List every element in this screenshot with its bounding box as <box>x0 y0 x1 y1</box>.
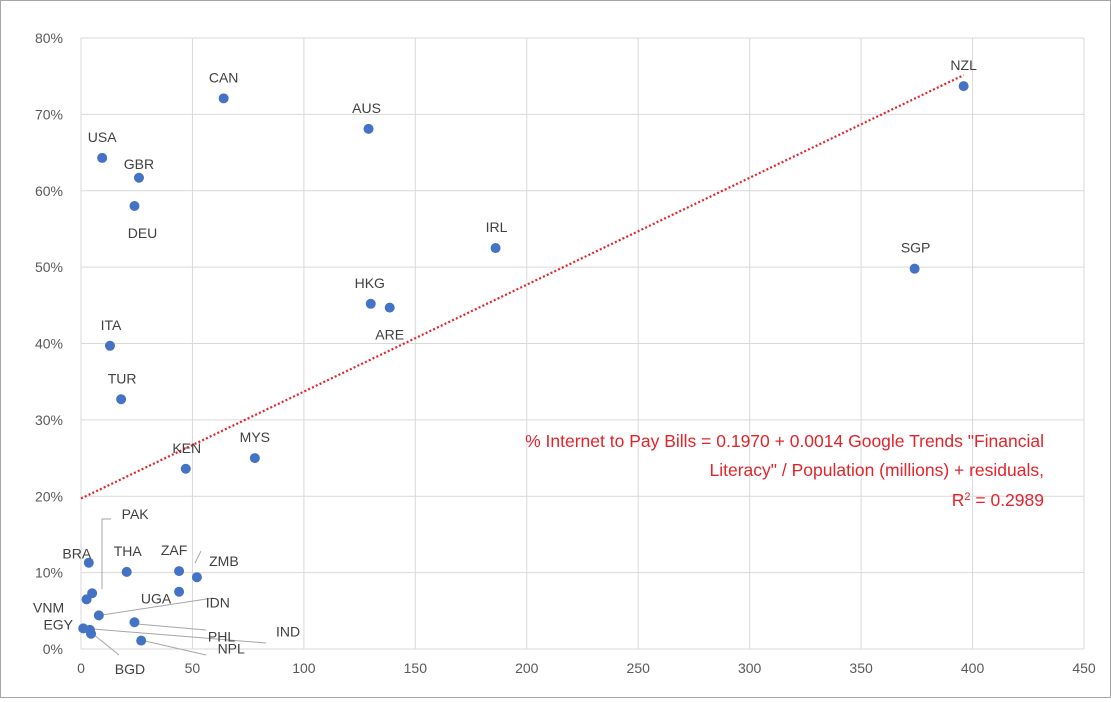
data-label-aus: AUS <box>352 100 381 116</box>
data-point-hkg <box>365 298 376 309</box>
data-label-bra: BRA <box>62 546 91 562</box>
x-tick-label: 300 <box>738 660 762 676</box>
data-point-npl <box>136 635 147 646</box>
y-axis-tick-labels: 0% 10% 20% 30% 40% 50% 60% 70% 80% <box>35 30 63 657</box>
y-tick-label: 20% <box>35 488 63 504</box>
data-points <box>78 81 969 646</box>
label-leader-lines <box>92 518 267 656</box>
data-label-ind: IND <box>276 624 300 640</box>
gridlines <box>80 37 1085 650</box>
data-label-npl: NPL <box>218 641 245 657</box>
data-label-uga: UGA <box>141 591 172 607</box>
data-point-zaf <box>174 566 185 577</box>
x-tick-label: 100 <box>292 660 316 676</box>
data-point-gbr <box>133 172 144 183</box>
y-tick-label: 80% <box>35 30 63 46</box>
x-tick-label: 50 <box>185 660 201 676</box>
data-point-tha <box>121 566 132 577</box>
data-label-nzl: NZL <box>950 57 977 73</box>
r-squared-superscript: 2 <box>964 491 970 503</box>
data-label-deu: DEU <box>128 225 158 241</box>
data-point-ken <box>180 463 191 474</box>
data-label-zaf: ZAF <box>161 542 187 558</box>
annotation-line-2: Literacy" / Population (millions) + resi… <box>710 460 1044 480</box>
y-tick-label: 30% <box>35 412 63 428</box>
data-label-usa: USA <box>88 129 117 145</box>
y-tick-label: 70% <box>35 106 63 122</box>
x-tick-label: 450 <box>1072 660 1096 676</box>
x-tick-label: 350 <box>849 660 873 676</box>
data-label-sgp: SGP <box>901 240 931 256</box>
leader-line-pak <box>101 518 111 589</box>
trendline <box>80 74 965 500</box>
x-tick-label: 200 <box>515 660 539 676</box>
data-point-vnm <box>81 594 92 605</box>
data-point-tur <box>116 394 127 405</box>
data-point-deu <box>129 201 140 212</box>
data-label-irl: IRL <box>486 219 508 235</box>
data-point-are <box>384 302 395 313</box>
data-label-tha: THA <box>114 543 143 559</box>
data-label-gbr: GBR <box>124 156 154 172</box>
data-point-uga <box>174 586 185 597</box>
data-point-bra <box>83 557 94 568</box>
data-label-bgd: BGD <box>115 661 145 677</box>
regression-annotation: % Internet to Pay Bills = 0.1970 + 0.001… <box>525 431 1044 510</box>
x-tick-label: 0 <box>77 660 85 676</box>
leader-line-idn <box>101 597 214 616</box>
data-point-irl <box>490 243 501 254</box>
data-point-phl <box>129 617 140 628</box>
y-tick-label: 0% <box>43 641 63 657</box>
data-label-ken: KEN <box>172 440 201 456</box>
x-axis-tick-labels: 0 50 100 150 200 250 300 350 400 450 <box>77 660 1096 676</box>
data-label-are: ARE <box>375 327 404 343</box>
data-point-aus <box>363 123 374 134</box>
y-tick-label: 60% <box>35 183 63 199</box>
data-label-tur: TUR <box>108 370 137 386</box>
data-label-mys: MYS <box>240 429 270 445</box>
data-point-nzl <box>958 81 969 92</box>
y-tick-label: 10% <box>35 565 63 581</box>
data-point-usa <box>97 152 108 163</box>
data-point-sgp <box>909 263 920 274</box>
y-tick-label: 40% <box>35 336 63 352</box>
r-squared-prefix: R <box>952 490 965 510</box>
annotation-r-squared: R2 = 0.2989 <box>952 490 1044 510</box>
data-label-zmb: ZMB <box>209 553 239 569</box>
data-label-can: CAN <box>209 69 239 85</box>
data-label-egy: EGY <box>43 616 73 632</box>
data-label-phl: PHL <box>208 628 235 644</box>
annotation-line-1: % Internet to Pay Bills = 0.1970 + 0.001… <box>525 431 1044 451</box>
data-point-zmb <box>191 572 202 583</box>
leader-line-phl <box>136 623 207 631</box>
data-label-ita: ITA <box>101 317 122 333</box>
data-label-idn: IDN <box>206 594 230 610</box>
data-label-pak: PAK <box>122 506 150 522</box>
r-squared-value: = 0.2989 <box>971 490 1044 510</box>
leader-line-ind <box>92 628 267 644</box>
x-tick-label: 400 <box>961 660 985 676</box>
leader-line-zmb <box>194 550 202 564</box>
data-labels: NZL CAN AUS USA GBR DEU IRL SGP HKG ARE ITA TUR MYS K… <box>33 57 977 677</box>
y-tick-label: 50% <box>35 259 63 275</box>
leader-line-npl <box>144 640 207 656</box>
x-tick-label: 250 <box>627 660 651 676</box>
leader-line-bgd <box>92 633 120 656</box>
data-point-mys <box>249 453 260 464</box>
data-label-vnm: VNM <box>33 599 64 615</box>
x-tick-label: 150 <box>404 660 428 676</box>
data-point-ind <box>86 628 97 639</box>
data-point-idn <box>93 610 104 621</box>
data-point-ita <box>104 340 115 351</box>
data-point-can <box>218 93 229 104</box>
data-label-hkg: HKG <box>355 275 385 291</box>
